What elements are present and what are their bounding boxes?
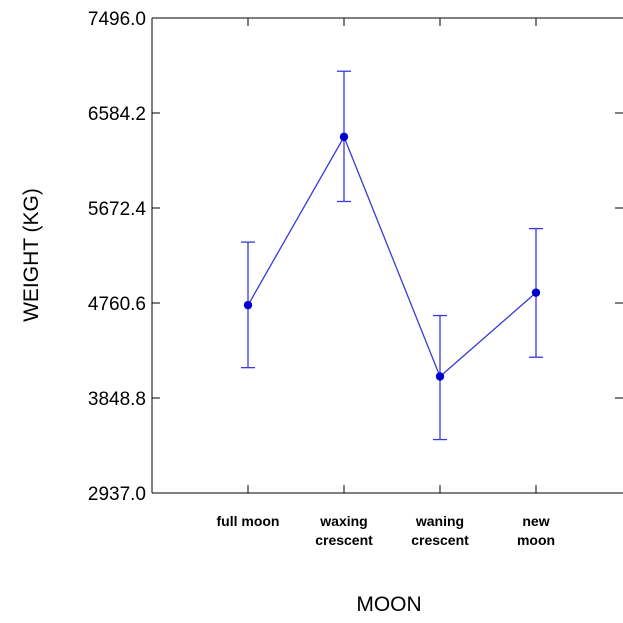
y-tick-label: 3848.8 bbox=[88, 389, 146, 410]
x-axis-title: MOON bbox=[356, 593, 421, 616]
x-category-label: moon bbox=[517, 532, 555, 548]
data-point bbox=[243, 300, 253, 310]
x-category-label: crescent bbox=[315, 532, 373, 548]
y-tick-label: 4760.6 bbox=[88, 294, 146, 315]
data-point bbox=[339, 132, 349, 142]
x-category-label: waning bbox=[415, 513, 464, 529]
data-point bbox=[531, 288, 541, 297]
y-tick-label: 6584.2 bbox=[88, 104, 146, 125]
y-ticks: 7496.0 6584.2 5672.4 4760.6 3848.8 2937.0 bbox=[88, 9, 623, 505]
x-category-label: crescent bbox=[411, 532, 469, 548]
y-tick-label: 5672.4 bbox=[88, 199, 147, 220]
y-tick-label: 7496.0 bbox=[88, 9, 146, 30]
x-category-label: waxing bbox=[319, 513, 367, 529]
x-ticks: full moon waxing crescent waning crescent new… bbox=[217, 18, 555, 548]
y-axis-title: WEIGHT (KG) bbox=[20, 188, 43, 322]
series bbox=[243, 132, 541, 381]
x-category-label: full moon bbox=[217, 513, 280, 529]
plot-frame bbox=[151, 17, 623, 494]
y-tick-label: 2937.0 bbox=[88, 484, 146, 505]
x-category-label: new bbox=[522, 513, 549, 529]
series-line bbox=[247, 135, 537, 378]
data-point bbox=[435, 372, 445, 381]
